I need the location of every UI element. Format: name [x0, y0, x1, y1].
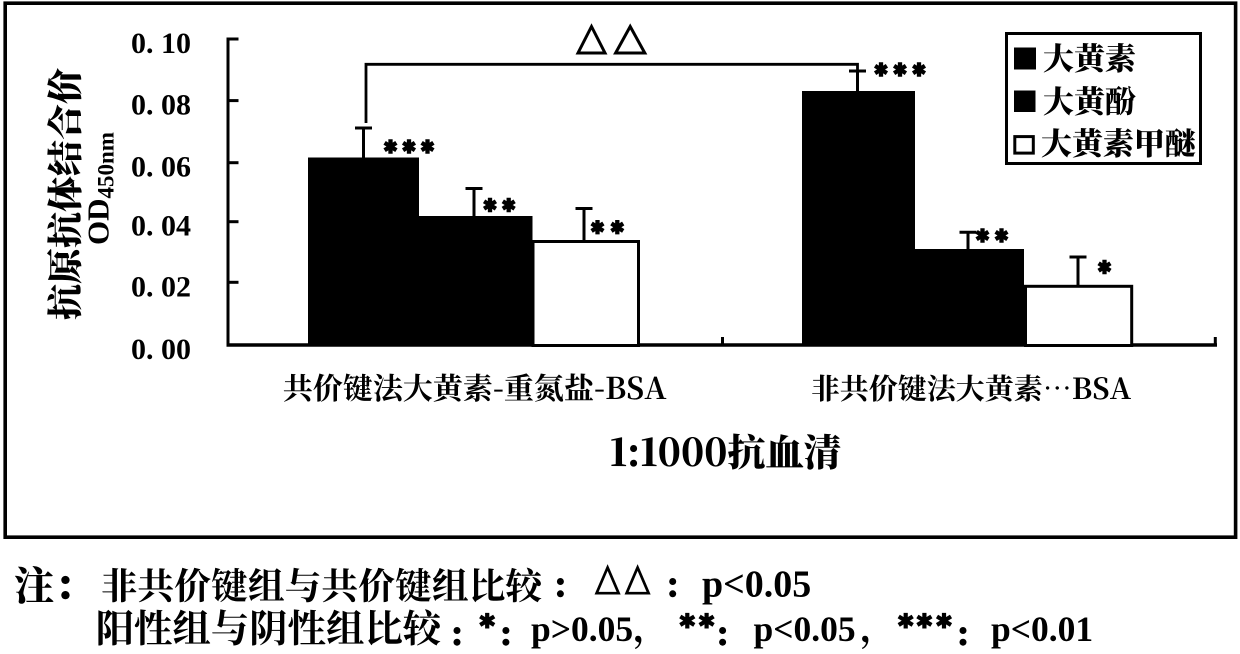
svg-text:0. 04: 0. 04	[131, 210, 191, 243]
svg-text:p<0.05: p<0.05	[702, 564, 811, 606]
svg-text:p<0.01: p<0.01	[991, 609, 1093, 649]
svg-text:0. 08: 0. 08	[131, 89, 191, 122]
svg-text:0. 10: 0. 10	[131, 27, 191, 60]
svg-text:0. 06: 0. 06	[131, 151, 191, 184]
svg-text:0. 02: 0. 02	[131, 270, 191, 303]
svg-text:p>0.05: p>0.05	[531, 609, 633, 649]
svg-text:p<0.05: p<0.05	[754, 609, 856, 649]
svg-text:0. 00: 0. 00	[131, 333, 191, 366]
